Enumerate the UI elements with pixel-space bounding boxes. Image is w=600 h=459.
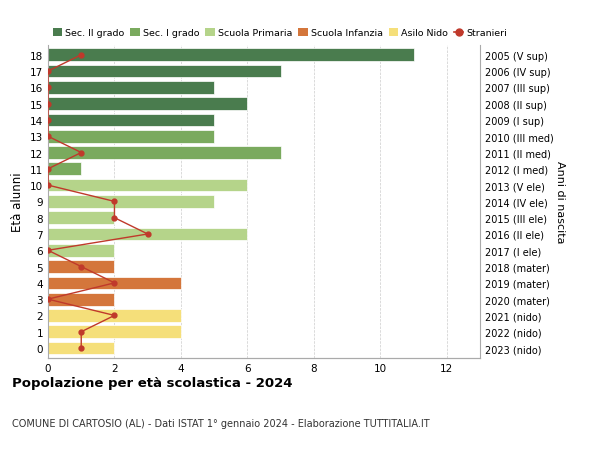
Bar <box>48 326 181 338</box>
Y-axis label: Anni di nascita: Anni di nascita <box>555 161 565 243</box>
Text: Popolazione per età scolastica - 2024: Popolazione per età scolastica - 2024 <box>12 376 293 389</box>
Bar <box>48 342 115 355</box>
Bar <box>48 179 247 192</box>
Bar <box>48 244 115 257</box>
Y-axis label: Età alunni: Età alunni <box>11 172 25 232</box>
Text: COMUNE DI CARTOSIO (AL) - Dati ISTAT 1° gennaio 2024 - Elaborazione TUTTITALIA.I: COMUNE DI CARTOSIO (AL) - Dati ISTAT 1° … <box>12 418 430 428</box>
Bar <box>48 293 115 306</box>
Bar <box>48 277 181 290</box>
Bar <box>48 228 247 241</box>
Bar <box>48 82 214 95</box>
Bar <box>48 98 247 111</box>
Bar <box>48 49 413 62</box>
Bar <box>48 147 281 160</box>
Bar <box>48 212 115 224</box>
Bar <box>48 261 115 273</box>
Bar <box>48 309 181 322</box>
Bar <box>48 131 214 143</box>
Bar <box>48 66 281 78</box>
Legend: Sec. II grado, Sec. I grado, Scuola Primaria, Scuola Infanzia, Asilo Nido, Stran: Sec. II grado, Sec. I grado, Scuola Prim… <box>53 29 508 38</box>
Bar <box>48 163 81 176</box>
Bar <box>48 114 214 127</box>
Bar <box>48 196 214 208</box>
